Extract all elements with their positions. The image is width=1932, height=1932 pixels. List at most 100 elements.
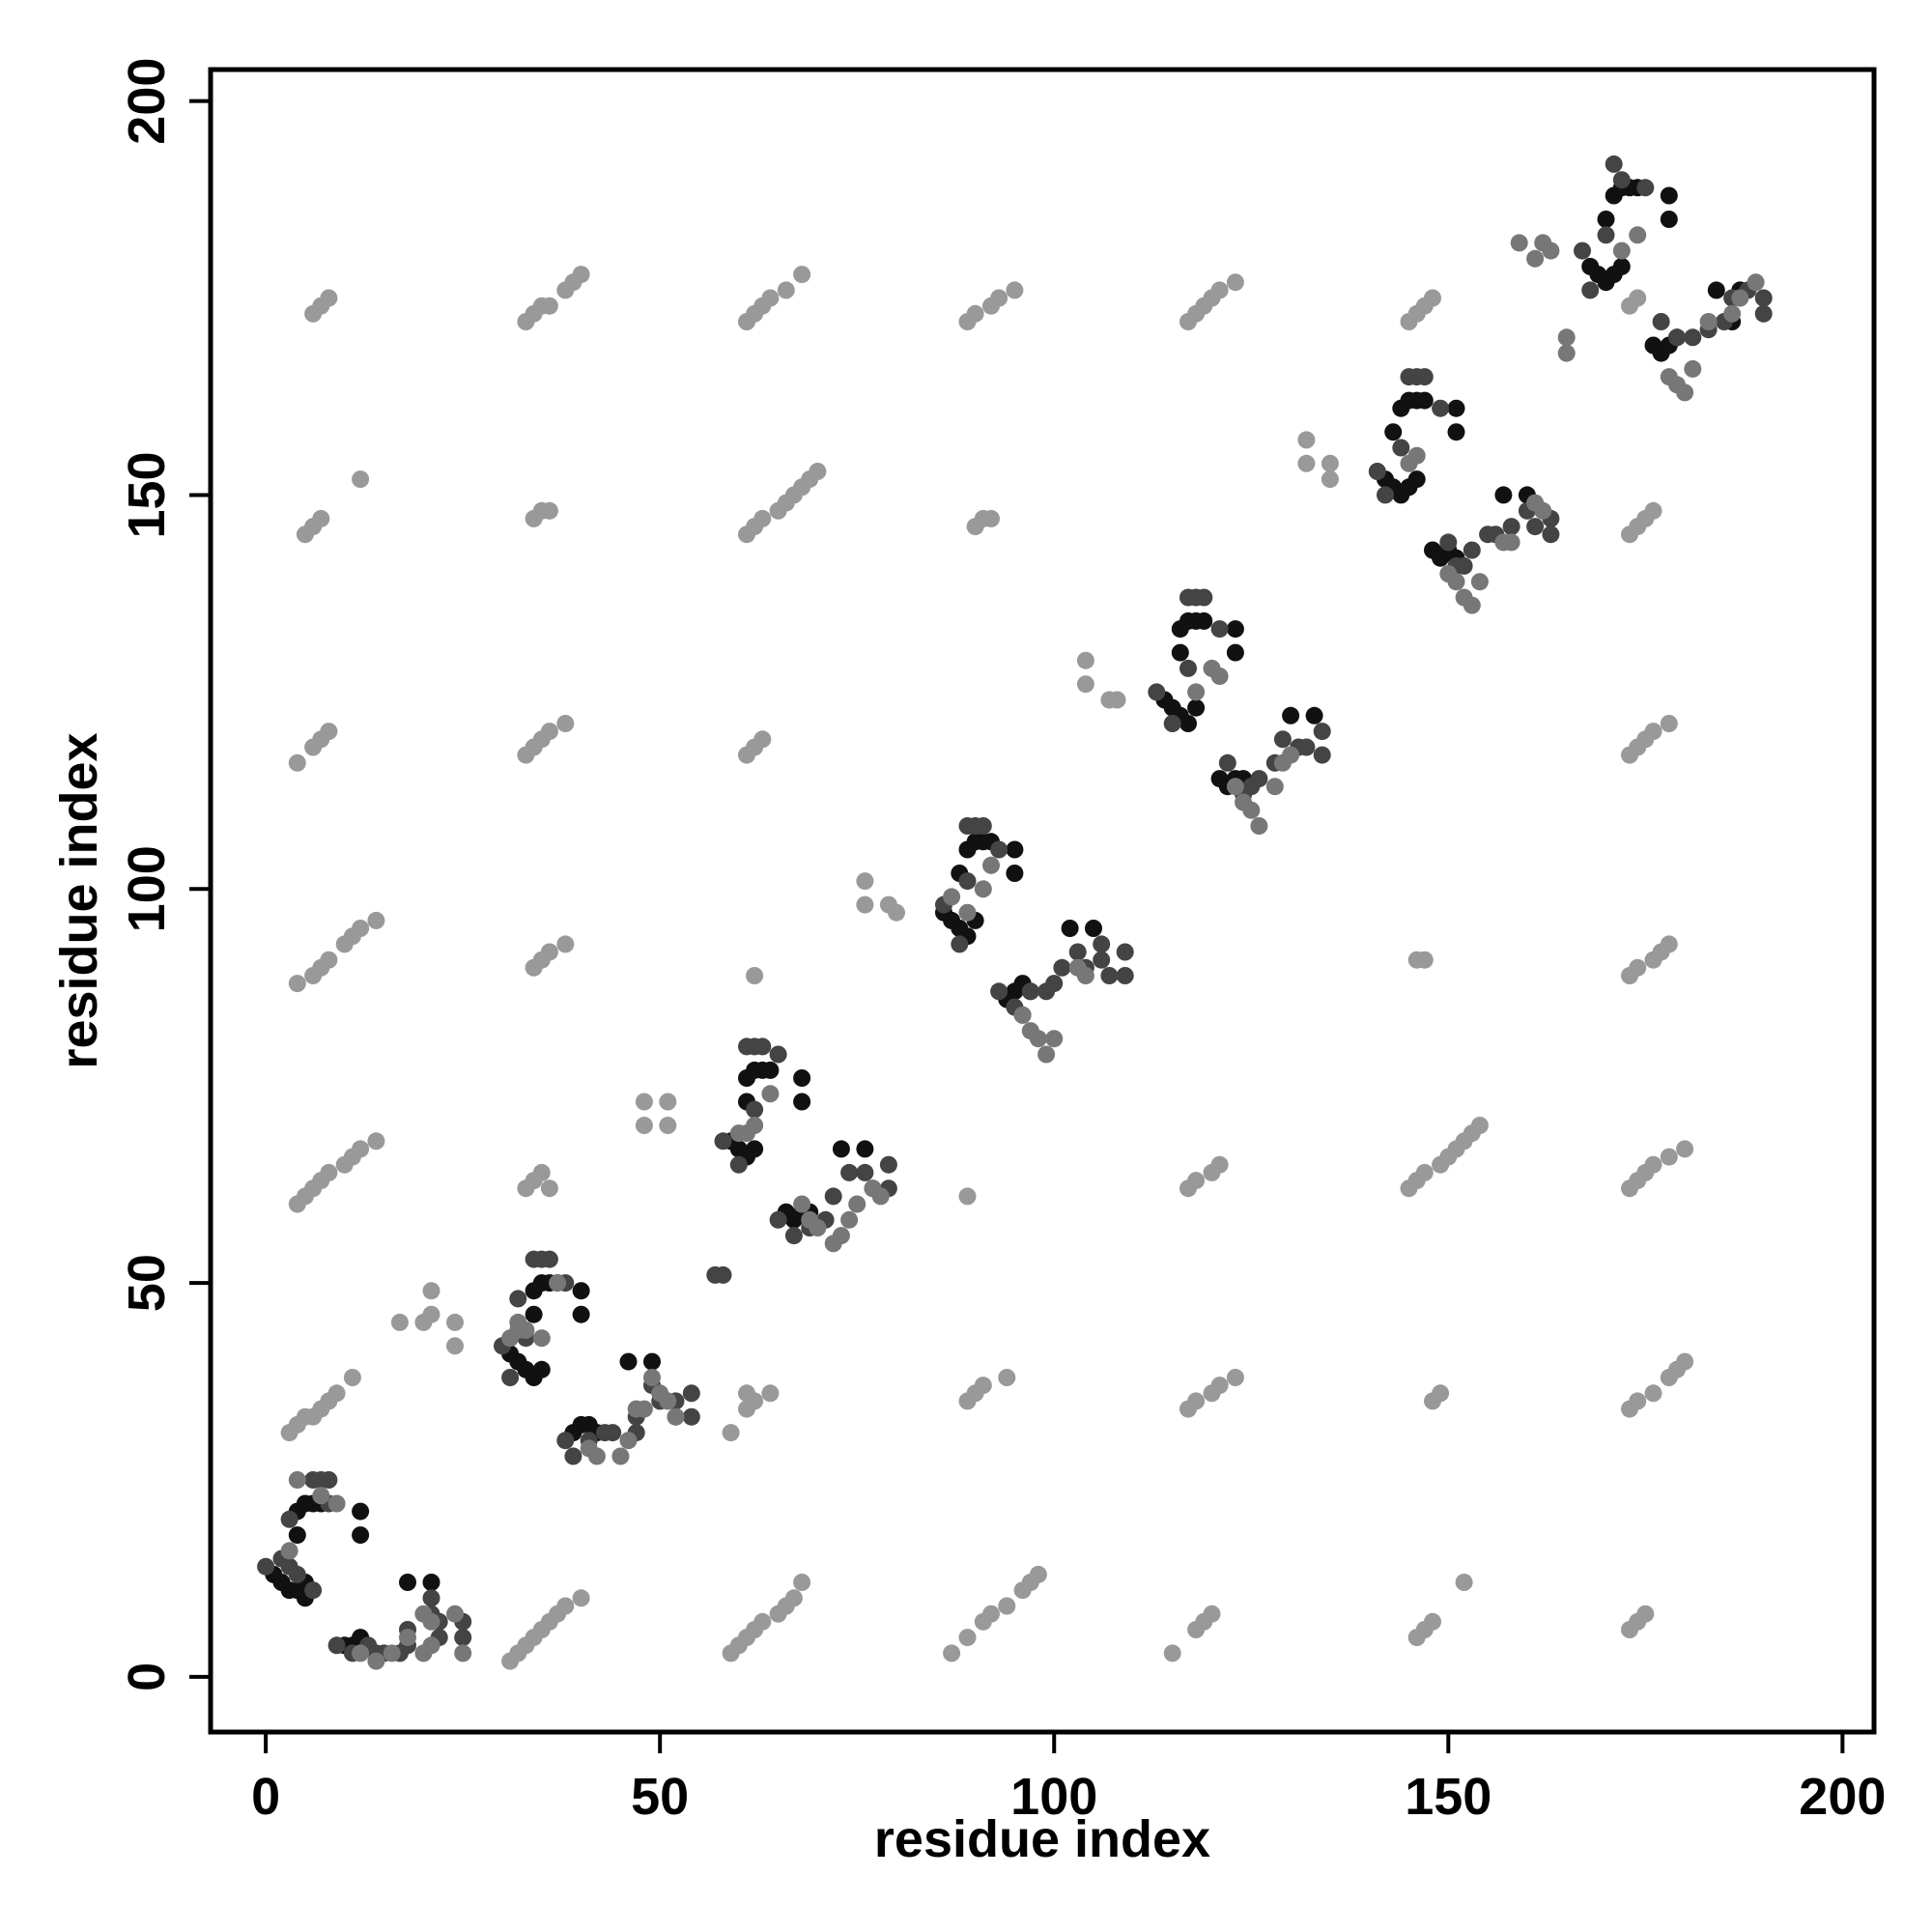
data-point (958, 1629, 977, 1647)
data-point (1447, 399, 1465, 417)
data-point (288, 1565, 306, 1583)
data-point (871, 1187, 890, 1206)
data-point (1636, 1605, 1655, 1623)
data-point (1470, 1117, 1489, 1134)
data-point (793, 1069, 811, 1087)
data-point (611, 1447, 630, 1465)
data-point (312, 509, 330, 527)
data-point (1644, 501, 1662, 520)
data-point (1085, 920, 1102, 937)
data-point (1542, 242, 1560, 260)
data-point (352, 920, 370, 937)
data-point (793, 1093, 811, 1111)
data-point (982, 1605, 1000, 1623)
y-axis: 0 50 100 150 200 (118, 58, 211, 1691)
data-point (352, 470, 370, 489)
data-point (832, 1140, 850, 1158)
data-point (288, 753, 306, 772)
data-point (1313, 746, 1331, 764)
data-point (1597, 226, 1615, 244)
data-point (761, 289, 780, 307)
data-point (856, 872, 874, 891)
data-point (399, 1574, 416, 1591)
data-point (1210, 620, 1229, 639)
data-point (856, 895, 874, 914)
data-point (327, 1384, 346, 1403)
data-point (722, 1424, 740, 1442)
data-point (1045, 1030, 1064, 1048)
data-point (793, 266, 811, 284)
data-point (549, 1274, 567, 1293)
data-point (556, 1597, 575, 1615)
data-point (1526, 518, 1545, 536)
data-point (1148, 683, 1166, 701)
data-point (556, 715, 575, 732)
data-point (501, 1329, 520, 1348)
data-point (1684, 359, 1702, 378)
data-point (1574, 242, 1591, 260)
data-point (1557, 328, 1576, 347)
data-point (856, 1163, 874, 1181)
data-point (990, 289, 1009, 307)
plot-frame (208, 67, 1877, 1735)
y-tick-label: 200 (118, 58, 176, 145)
data-point (1321, 454, 1339, 472)
data-point (1384, 423, 1403, 441)
data-point (383, 1644, 401, 1662)
data-point (1660, 211, 1678, 228)
data-point (320, 723, 338, 741)
data-point (1305, 706, 1323, 724)
data-point (1265, 778, 1284, 796)
data-point (509, 1290, 527, 1308)
data-point (951, 935, 969, 953)
data-point (1629, 958, 1647, 977)
data-point (327, 1494, 346, 1513)
data-point (1502, 518, 1520, 536)
data-point (761, 1384, 780, 1403)
data-point (784, 1589, 803, 1607)
data-point (1612, 171, 1631, 189)
data-point (572, 1282, 590, 1300)
data-point (943, 888, 961, 906)
data-point (1660, 715, 1678, 732)
data-point (1076, 967, 1094, 984)
data-point (659, 1093, 677, 1111)
data-point (1116, 967, 1134, 984)
data-point (352, 1502, 370, 1520)
data-point (1297, 454, 1316, 472)
data-point (1029, 1030, 1047, 1048)
data-point (1644, 723, 1662, 741)
data-point (888, 903, 905, 922)
data-point (974, 817, 992, 835)
data-point (1242, 801, 1261, 819)
data-point (1037, 1045, 1056, 1064)
data-point (746, 1117, 764, 1134)
data-point (1076, 651, 1094, 669)
data-point (367, 1652, 385, 1670)
data-point (454, 1629, 472, 1647)
data-point (1163, 715, 1181, 732)
data-point (958, 872, 977, 891)
data-point (1171, 643, 1189, 662)
data-point (793, 1574, 811, 1591)
data-point (1668, 328, 1686, 347)
data-point (1210, 1155, 1229, 1174)
data-point (532, 1329, 551, 1348)
data-point (714, 1132, 732, 1151)
data-point (556, 1432, 575, 1450)
data-point (1282, 746, 1300, 764)
data-point (958, 1187, 977, 1206)
data-point (1250, 817, 1268, 835)
data-point (1636, 179, 1655, 197)
data-point (540, 943, 558, 961)
data-point (304, 1581, 323, 1600)
data-point (746, 1100, 764, 1119)
data-point (1747, 273, 1765, 292)
data-point (399, 1629, 416, 1647)
data-point (352, 1644, 370, 1662)
data-point (635, 1400, 653, 1418)
data-point (1100, 967, 1119, 984)
data-point (532, 1360, 551, 1378)
data-point (446, 1337, 464, 1355)
